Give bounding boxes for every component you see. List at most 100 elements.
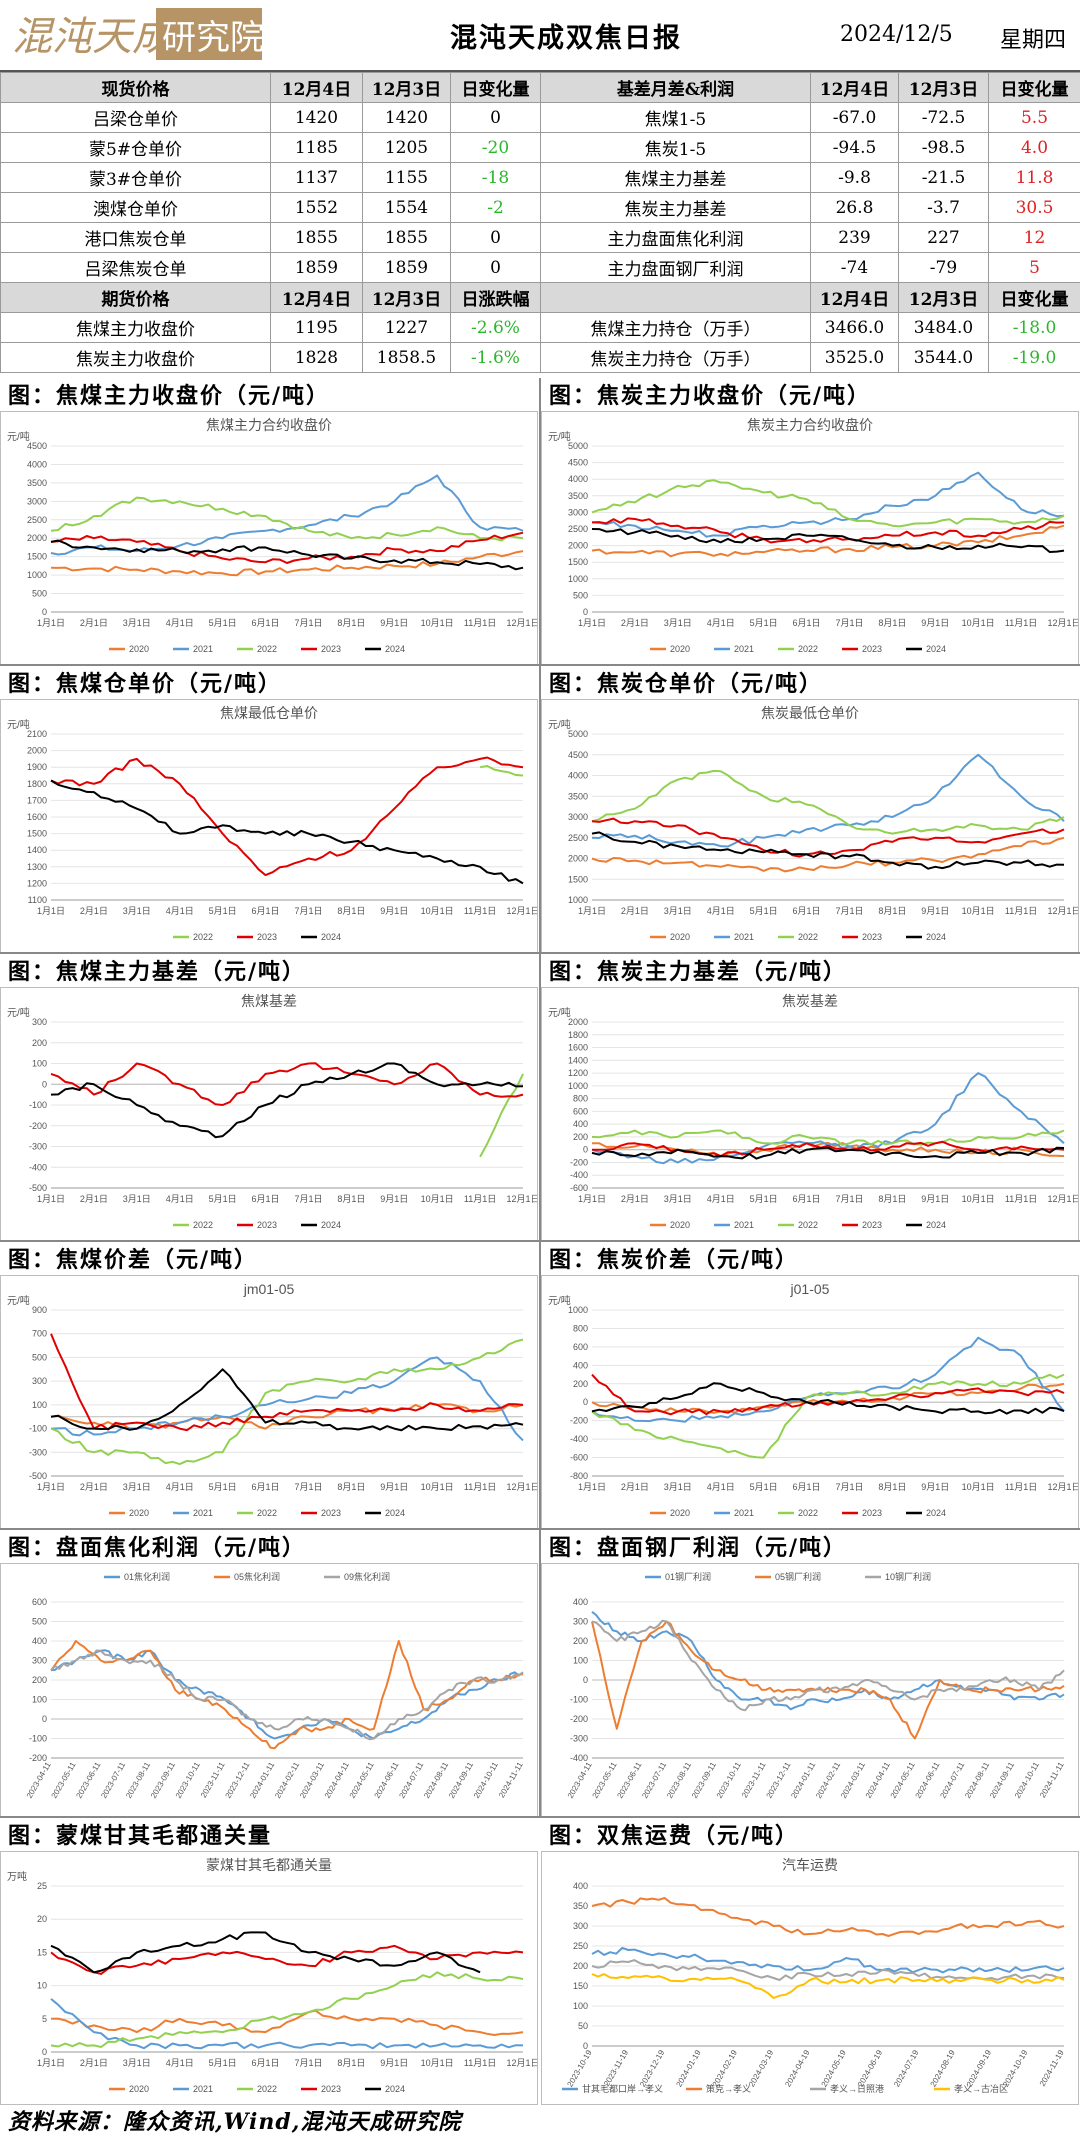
row-divider <box>0 664 1080 666</box>
y-tick-label: 100 <box>32 1400 47 1410</box>
x-tick-label: 2月1日 <box>621 1194 649 1204</box>
series-line <box>591 1373 1065 1459</box>
x-tick-label: 3月1日 <box>123 1482 151 1492</box>
x-tick-label: 1月1日 <box>37 618 65 628</box>
legend-label: 甘其毛都口岸→孝义 <box>582 2083 663 2094</box>
y-tick-label: -400 <box>570 1170 588 1180</box>
chart-svg: j01-05 元/吨 -800 -600 -400 -200 0 200 400 600 800 10… <box>548 1281 1078 1518</box>
x-tick-label: 1月1日 <box>37 2058 65 2068</box>
table-cell: 1205 <box>362 132 451 163</box>
chart-svg: 汽车运费 0 50 100 150 200 250 300 350 400 2023-10-19 20… <box>562 1857 1066 2094</box>
y-tick-label: 25 <box>37 1881 47 1891</box>
report-title: 混沌天成双焦日报 <box>450 23 682 54</box>
x-tick-label: 8月1日 <box>337 618 365 628</box>
table-header-cell: 12月3日 <box>362 72 451 103</box>
x-tick-label: 2024-01-11 <box>789 1760 817 1800</box>
x-tick-label: 12月1日 <box>506 2058 537 2068</box>
x-tick-label: 5月1日 <box>209 1482 237 1492</box>
x-tick-label: 2023-10-19 <box>565 2048 594 2088</box>
x-tick-label: 9月1日 <box>380 2058 408 2068</box>
y-tick-label: 5 <box>42 2014 47 2024</box>
x-tick-label: 3月1日 <box>664 618 692 628</box>
legend-label: 2024 <box>385 1508 405 1518</box>
panel-title: 图：焦炭价差（元/吨） <box>549 1247 800 1273</box>
table-cell: 焦煤主力收盘价 <box>0 312 271 343</box>
x-tick-label: 8月1日 <box>878 618 906 628</box>
x-tick-label: 2024-08-11 <box>963 1760 991 1800</box>
y-tick-label: 3500 <box>568 791 588 801</box>
chart-svg: jm01-05 元/吨 -500 -300 -100 100 300 500 700 900 1月1… <box>7 1281 537 1518</box>
x-tick-label: 6月1日 <box>793 1194 821 1204</box>
x-tick-label: 12月1日 <box>506 1482 537 1492</box>
series-line <box>591 517 1065 544</box>
y-tick-label: 600 <box>573 1342 588 1352</box>
table-cell: 1552 <box>270 192 363 223</box>
y-tick-label: 250 <box>573 1941 588 1951</box>
chart-panel: 图：焦炭价差（元/吨） j01-05 元/吨 -800 -600 -400 -200 0 200… <box>541 1242 1079 1530</box>
x-tick-label: 2023-10-11 <box>174 1760 202 1800</box>
table-cell: 5.5 <box>988 102 1080 133</box>
series-line <box>50 1649 524 1741</box>
x-tick-label: 11月1日 <box>464 618 496 628</box>
y-tick-label: 0 <box>42 1714 47 1724</box>
x-tick-label: 2024-06-11 <box>914 1760 942 1800</box>
logo: 混沌天成 研究院 <box>12 8 264 60</box>
series-line <box>50 1338 524 1466</box>
x-tick-label: 7月1日 <box>294 1194 322 1204</box>
y-tick-label: 2000 <box>568 1017 588 1027</box>
report-weekday: 星期四 <box>1000 28 1067 53</box>
x-tick-label: 2023-08-11 <box>665 1760 693 1800</box>
table-row: 吕梁焦炭仓单 1859 1859 0 主力盘面钢厂利润 -74 -79 5 <box>0 252 1080 283</box>
x-tick-label: 2月1日 <box>80 1482 108 1492</box>
table-cell: 0 <box>450 102 541 133</box>
y-tick-label: 3000 <box>568 507 588 517</box>
legend-label: 2021 <box>193 1508 213 1518</box>
y-tick-label: -400 <box>570 1434 588 1444</box>
y-tick-label: 0 <box>583 607 588 617</box>
y-tick-label: -200 <box>570 1416 588 1426</box>
table-cell: 1155 <box>362 162 451 193</box>
x-tick-label: 7月1日 <box>294 2058 322 2068</box>
y-tick-label: 4000 <box>568 771 588 781</box>
table-cell: 3466.0 <box>810 312 899 343</box>
series-line <box>591 524 1065 558</box>
x-tick-label: 2024-02-11 <box>273 1760 301 1800</box>
x-tick-label: 10月1日 <box>421 1194 454 1204</box>
x-tick-label: 2024-01-19 <box>674 2048 703 2088</box>
table-cell: -72.5 <box>898 102 989 133</box>
x-tick-label: 9月1日 <box>921 1482 949 1492</box>
x-tick-label: 5月1日 <box>209 1194 237 1204</box>
x-tick-label: 2024-02-19 <box>711 2048 740 2088</box>
x-tick-label: 7月1日 <box>294 906 322 916</box>
x-tick-label: 6月1日 <box>793 1482 821 1492</box>
y-tick-label: -100 <box>570 1695 588 1705</box>
series-line <box>591 831 1065 870</box>
x-tick-label: 11月1日 <box>464 1194 496 1204</box>
table-cell: -9.8 <box>810 162 899 193</box>
x-tick-label: 2024-10-11 <box>472 1760 500 1800</box>
table-cell: 1859 <box>362 252 451 283</box>
chart-panel: 图：焦煤价差（元/吨） jm01-05 元/吨 -500 -300 -100 100 300 5… <box>0 1242 538 1530</box>
chart-svg: -400-300-200-10001002003004002023-04-112… <box>566 1571 1066 1800</box>
chart-area: -400 -300 -200 -100 0 100 200 300 400 2023-04-11 2… <box>541 1563 1079 1817</box>
legend-label: 10钢厂利润 <box>885 1571 931 1582</box>
y-tick-label: 1200 <box>27 878 47 888</box>
x-tick-label: 12月1日 <box>506 906 537 916</box>
x-tick-label: 4月1日 <box>166 618 194 628</box>
chart-panel: 图：焦煤仓单价（元/吨） 焦煤最低仓单价 元/吨 1100 1200 1300 1400 15… <box>0 666 538 954</box>
y-tick-label: 4000 <box>568 474 588 484</box>
series-line <box>591 479 1065 528</box>
y-tick-label: 400 <box>573 1360 588 1370</box>
table-cell: -18 <box>450 162 541 193</box>
x-tick-label: 4月1日 <box>166 906 194 916</box>
chart-area: 焦煤主力合约收盘价 元/吨 0 500 1000 1500 2000 2500 3000 3500… <box>0 411 538 665</box>
y-tick-label: 10 <box>37 1981 47 1991</box>
y-tick-label: -200 <box>29 1121 47 1131</box>
legend-label: 09焦化利润 <box>344 1571 390 1582</box>
table-header-cell: 12月4日 <box>810 282 899 313</box>
panel-title: 图：焦煤仓单价（元/吨） <box>8 671 283 697</box>
series-line <box>591 1611 1065 1711</box>
table-cell: 0 <box>450 252 541 283</box>
x-tick-label: 2024-09-19 <box>965 2048 994 2088</box>
x-tick-label: 8月1日 <box>337 1482 365 1492</box>
